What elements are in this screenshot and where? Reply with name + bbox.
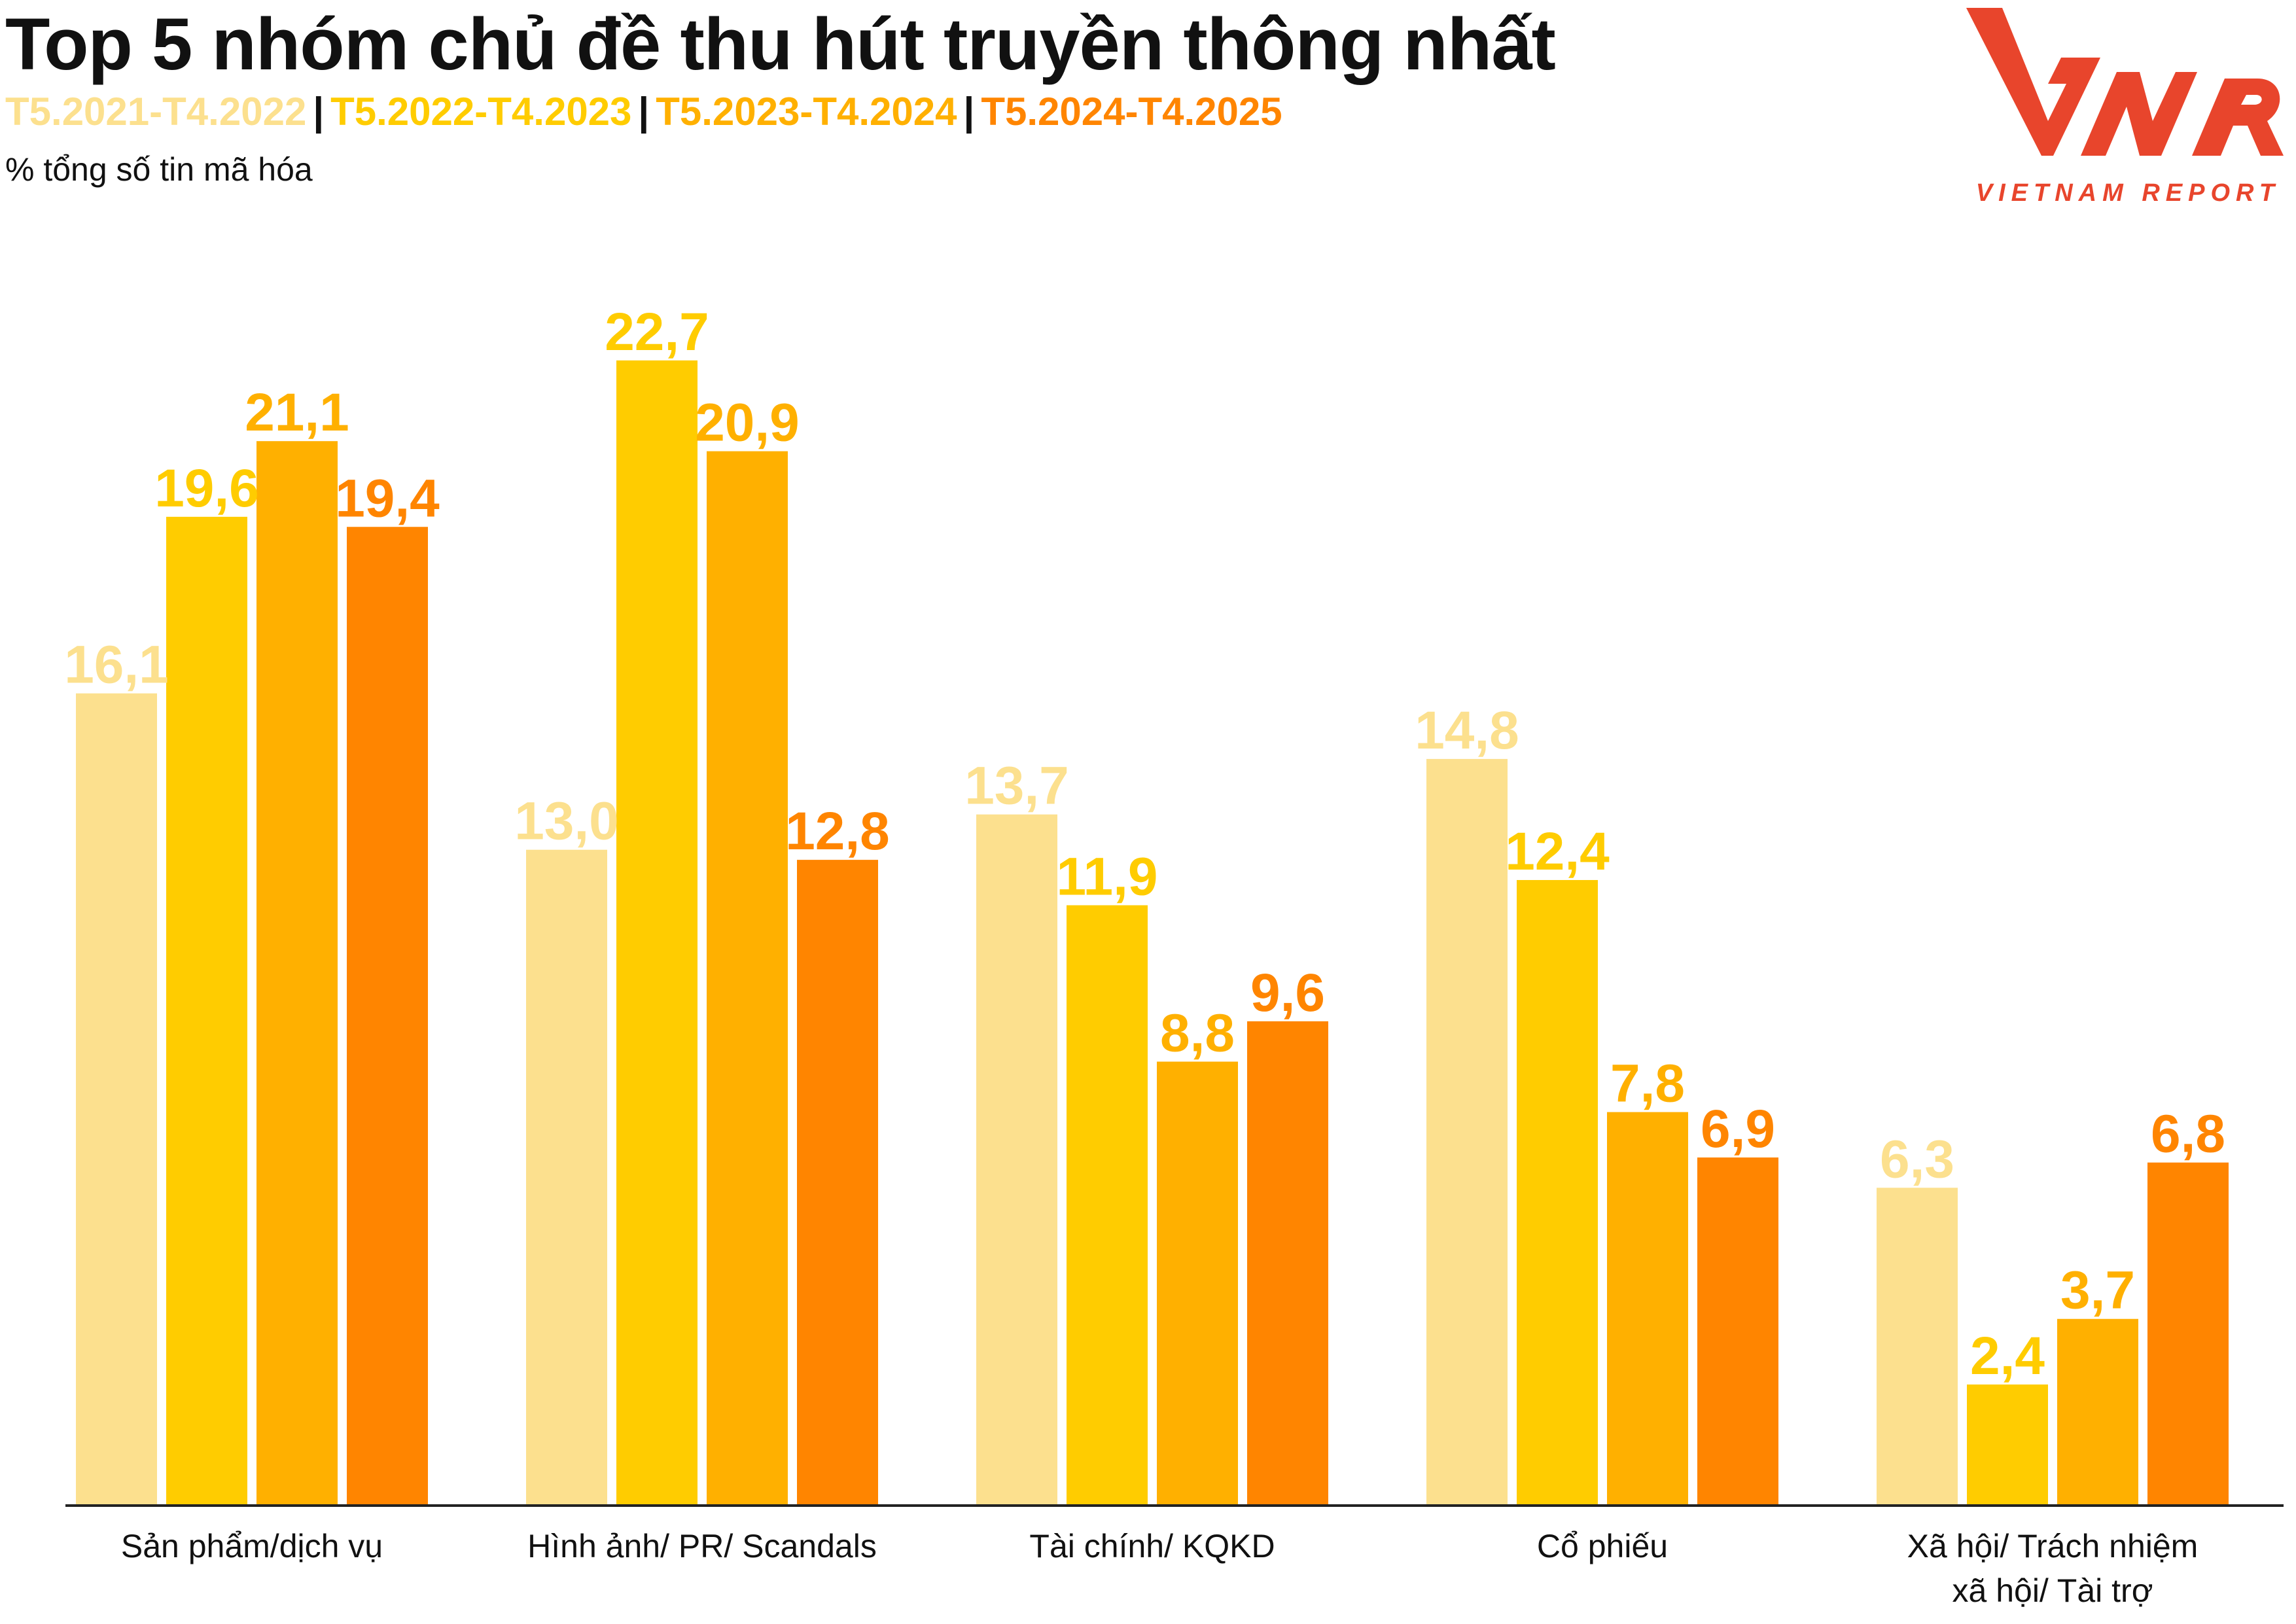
bar-3-1 — [976, 814, 1057, 1506]
bar-1-3 — [256, 441, 338, 1506]
value-label-4-3: 7,8 — [1610, 1054, 1685, 1114]
value-label-2-1: 13,0 — [514, 792, 619, 851]
legend-separator: | — [313, 90, 325, 133]
value-label-4-1: 14,8 — [1415, 701, 1519, 760]
chart-subtitle: % tổng số tin mã hóa — [5, 151, 313, 188]
vnr-logo-text: VIETNAM REPORT — [1976, 179, 2280, 207]
bars-layer — [76, 360, 2229, 1506]
bar-4-4 — [1697, 1157, 1778, 1506]
vnr-logo-mark — [1966, 8, 2100, 156]
bar-3-3 — [1157, 1061, 1238, 1506]
value-label-2-2: 22,7 — [605, 302, 709, 362]
bar-1-4 — [347, 527, 428, 1506]
bar-5-4 — [2147, 1162, 2229, 1506]
value-label-3-3: 8,8 — [1160, 1004, 1235, 1063]
value-label-3-1: 13,7 — [964, 756, 1069, 816]
vnr-logo-r — [2192, 79, 2284, 156]
bar-5-1 — [1877, 1188, 1958, 1506]
value-label-4-4: 6,9 — [1701, 1099, 1775, 1159]
value-label-2-3: 20,9 — [695, 393, 800, 453]
legend-item-3: T5.2023-T4.2024 — [656, 90, 957, 133]
value-label-1-4: 19,4 — [335, 468, 440, 528]
bar-2-1 — [526, 849, 607, 1506]
chart-legend: T5.2021-T4.2022 | T5.2022-T4.2023 | T5.2023-… — [5, 89, 1282, 134]
value-label-3-4: 9,6 — [1250, 963, 1325, 1023]
value-label-4-2: 12,4 — [1505, 822, 1610, 881]
vnr-logo-n — [2081, 72, 2197, 156]
value-label-5-1: 6,3 — [1880, 1129, 1954, 1189]
bar-3-2 — [1067, 905, 1148, 1506]
bar-2-3 — [707, 451, 788, 1506]
bar-1-1 — [76, 693, 157, 1506]
vietnam-report-logo: VIETNAM REPORT — [1966, 8, 2284, 207]
value-labels-layer: 16,1 19,6 21,1 19,4 13,0 22,7 20,9 12,8 13,7 11,9… — [64, 302, 2225, 1386]
value-label-1-3: 21,1 — [245, 383, 349, 442]
category-label-1: Sản phẩm/dịch vụ — [121, 1528, 383, 1564]
category-label-3: Tài chính/ KQKD — [1029, 1528, 1275, 1564]
value-label-1-2: 19,6 — [154, 459, 259, 518]
value-label-5-4: 6,8 — [2151, 1104, 2225, 1164]
bar-2-2 — [616, 360, 698, 1506]
category-label-5-line-1: Xã hội/ Trách nhiệm — [1907, 1528, 2199, 1564]
bar-5-3 — [2057, 1318, 2138, 1506]
bar-1-2 — [166, 516, 247, 1506]
category-label-5-line-2: xã hội/ Tài trợ — [1952, 1572, 2153, 1609]
category-label-4: Cổ phiếu — [1537, 1528, 1668, 1564]
legend-item-4: T5.2024-T4.2025 — [981, 90, 1282, 133]
chart-title: Top 5 nhóm chủ đề thu hút truyền thông n… — [5, 3, 1556, 85]
legend-item-2: T5.2022-T4.2023 — [330, 90, 632, 133]
bar-2-4 — [797, 860, 878, 1506]
value-label-3-2: 11,9 — [1056, 847, 1157, 907]
legend-item-1: T5.2021-T4.2022 — [5, 90, 307, 133]
value-label-1-1: 16,1 — [64, 635, 169, 695]
bar-3-4 — [1247, 1021, 1328, 1506]
bar-4-1 — [1426, 758, 1508, 1506]
legend-separator: | — [638, 90, 650, 133]
category-label-2: Hình ảnh/ PR/ Scandals — [527, 1528, 877, 1564]
category-labels-layer: Sản phẩm/dịch vụ Hình ảnh/ PR/ Scandals Tà… — [121, 1528, 2198, 1609]
value-label-2-4: 12,8 — [785, 802, 890, 861]
legend-separator: | — [963, 90, 975, 133]
value-label-5-3: 3,7 — [2060, 1261, 2135, 1320]
bar-4-3 — [1607, 1112, 1688, 1506]
bar-4-2 — [1517, 879, 1598, 1506]
value-label-5-2: 2,4 — [1970, 1326, 2045, 1386]
bar-5-2 — [1967, 1384, 2048, 1506]
